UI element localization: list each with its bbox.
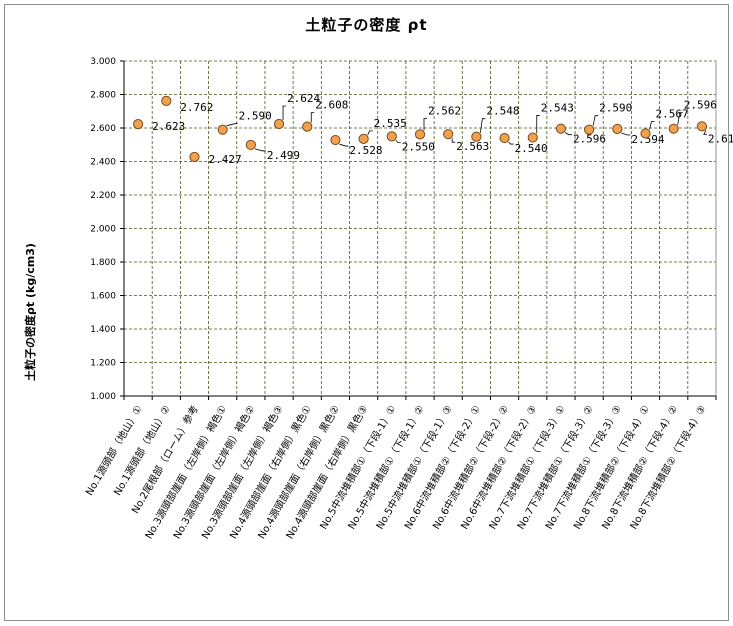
data-label-leader <box>677 112 683 125</box>
data-point <box>273 118 285 130</box>
data-point <box>386 131 397 142</box>
data-point <box>443 129 454 140</box>
data-label: 2.594 <box>631 133 664 146</box>
data-label: 2.548 <box>486 105 519 118</box>
data-label: 2.590 <box>599 102 632 115</box>
y-tick-label: 1.400 <box>90 325 116 335</box>
data-point <box>330 134 341 146</box>
data-point <box>189 151 200 163</box>
data-label: 2.535 <box>374 117 407 130</box>
y-tick-label: 1.200 <box>90 359 116 369</box>
data-label-leader <box>592 115 599 126</box>
data-label-leader <box>367 130 373 136</box>
y-tick-label: 3.000 <box>90 57 116 67</box>
data-label: 2.590 <box>239 110 272 123</box>
data-label-leader <box>254 148 266 152</box>
data-label-leader <box>508 141 514 145</box>
data-point <box>302 121 313 132</box>
data-label-leader <box>621 132 631 136</box>
data-label-leader <box>395 140 401 143</box>
y-tick-label: 2.800 <box>90 91 116 101</box>
data-label: 2.562 <box>428 104 461 117</box>
y-tick-label: 2.200 <box>90 191 116 201</box>
y-tick-label: 2.000 <box>90 225 116 235</box>
chart-title: 土粒子の密度 ρt <box>305 16 428 34</box>
x-category-label: No.1源頭部（地山）① <box>82 403 144 498</box>
y-tick-label: 2.400 <box>90 158 116 168</box>
data-point <box>499 132 510 144</box>
data-label-leader <box>282 105 287 120</box>
data-point <box>414 129 426 140</box>
data-label-leader <box>564 132 572 136</box>
y-tick-label: 2.600 <box>90 124 116 134</box>
data-point <box>217 124 228 135</box>
data-point <box>555 123 567 134</box>
data-point <box>612 123 623 135</box>
data-label-leader <box>479 118 486 133</box>
data-point <box>668 123 679 134</box>
data-point <box>471 131 482 142</box>
data-label-leader <box>451 138 456 143</box>
data-label: 2.528 <box>349 144 382 157</box>
data-label-leader <box>310 112 315 123</box>
data-label: 2.610 <box>708 132 733 145</box>
data-label: 2.608 <box>315 99 348 112</box>
data-label-leader <box>703 130 707 135</box>
data-label: 2.596 <box>573 133 606 146</box>
data-label: 2.623 <box>152 120 185 133</box>
data-point <box>132 119 144 130</box>
data-label: 2.427 <box>208 153 241 166</box>
data-point <box>696 121 708 132</box>
data-label: 2.499 <box>267 149 300 162</box>
data-label: 2.762 <box>180 101 213 114</box>
data-label: 2.540 <box>515 142 548 155</box>
data-label-leader <box>536 115 540 134</box>
y-tick-label: 1.800 <box>90 258 116 268</box>
data-label-leader <box>339 143 349 147</box>
data-label-leader <box>226 123 238 127</box>
data-label-leader <box>649 121 655 130</box>
data-label: 2.624 <box>287 92 320 105</box>
data-label-leader <box>423 117 427 131</box>
data-label: 2.596 <box>684 99 717 112</box>
data-point <box>358 133 369 144</box>
data-label: 2.550 <box>402 140 435 153</box>
data-point <box>161 95 172 106</box>
data-point <box>584 124 595 135</box>
y-tick-label: 1.600 <box>90 292 116 302</box>
data-label: 2.567 <box>656 108 689 121</box>
y-tick-label: 1.000 <box>90 392 116 402</box>
data-point <box>640 128 651 139</box>
data-label: 2.563 <box>456 140 489 153</box>
data-point <box>527 132 538 143</box>
data-label: 2.543 <box>541 102 574 115</box>
data-point <box>245 139 256 151</box>
